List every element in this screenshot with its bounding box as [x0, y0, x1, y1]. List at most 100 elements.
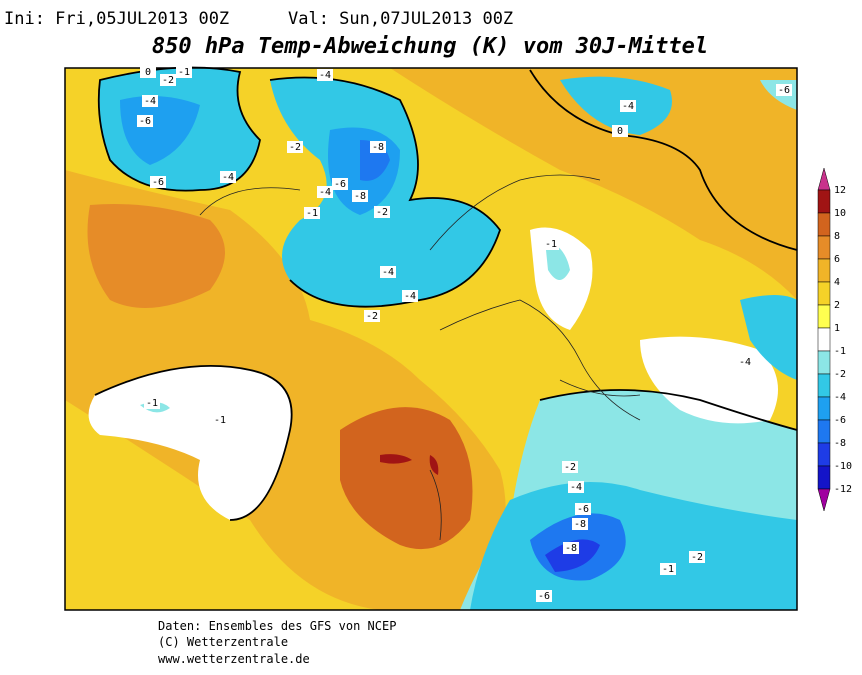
map-frame — [64, 67, 798, 611]
colorbar-label: 1 — [834, 323, 840, 334]
colorbar-cap — [817, 167, 831, 191]
contour-label: -8 — [354, 191, 366, 202]
warm-area — [380, 454, 439, 475]
colorbar-label: 10 — [834, 208, 846, 219]
label-box — [660, 563, 676, 575]
label-box — [562, 461, 578, 473]
colorbar-label: -12 — [834, 484, 852, 495]
contour-label: -2 — [162, 75, 174, 86]
label-box — [620, 100, 636, 112]
cold-area — [120, 96, 200, 165]
footer-line: (C) Wetterzentrale — [158, 635, 288, 649]
map-title: 850 hPa Temp-Abweichung (K) vom 30J-Mitt… — [152, 34, 708, 59]
init-time: Ini: Fri,05JUL2013 00Z — [4, 9, 229, 29]
colorbar-segment — [817, 465, 831, 490]
warm-area — [340, 407, 473, 550]
contour-label: -2 — [366, 311, 378, 322]
label-box — [364, 310, 380, 322]
colorbar-segment — [817, 350, 831, 375]
label-box — [160, 74, 176, 86]
label-box — [612, 125, 628, 137]
contour-label: -6 — [778, 85, 790, 96]
cold-area — [470, 482, 797, 610]
contour-label: -1 — [146, 398, 158, 409]
contour-label: -4 — [382, 267, 394, 278]
colorbar-cap — [817, 488, 831, 512]
contour-label: 0 — [145, 67, 151, 78]
label-box — [575, 503, 591, 515]
contour-label: -2 — [289, 142, 301, 153]
label-box — [220, 171, 236, 183]
colorbar-label: -2 — [834, 369, 846, 380]
coastline — [199, 174, 641, 541]
label-box — [317, 69, 333, 81]
label-box — [568, 481, 584, 493]
colorbar-segment — [817, 304, 831, 329]
colorbar-segment — [817, 442, 831, 467]
colorbar-label: -4 — [834, 392, 846, 403]
label-box — [304, 207, 320, 219]
label-box — [140, 66, 156, 78]
label-box — [689, 551, 705, 563]
colorbar-segment — [817, 419, 831, 444]
colorbar-label: 6 — [834, 254, 840, 265]
contour-label: -6 — [577, 504, 589, 515]
contour-label: -4 — [144, 96, 156, 107]
colorbar-label: -1 — [834, 346, 846, 357]
contour-label: -1 — [214, 415, 226, 426]
contour-label: -1 — [545, 239, 557, 250]
contour-label: -2 — [376, 207, 388, 218]
colorbar-segment — [817, 327, 831, 352]
label-box — [380, 266, 396, 278]
colorbar-segment — [817, 396, 831, 421]
colorbar-label: -10 — [834, 461, 852, 472]
colorbar-label: 2 — [834, 300, 840, 311]
label-box — [287, 141, 303, 153]
zero-contour — [539, 389, 798, 431]
contour-label: -4 — [404, 291, 416, 302]
label-box — [212, 414, 228, 426]
cold-area — [740, 295, 797, 380]
colorbar-segment — [817, 281, 831, 306]
map — [64, 66, 798, 611]
zero-contour — [529, 69, 798, 251]
label-box — [737, 356, 753, 368]
label-box — [563, 542, 579, 554]
label-box — [572, 518, 588, 530]
label-box — [374, 206, 390, 218]
contour-label: -1 — [178, 67, 190, 78]
label-box — [776, 84, 792, 96]
contour-label: 0 — [617, 126, 623, 137]
footer-line: Daten: Ensembles des GFS von NCEP — [158, 619, 396, 633]
contour-label: -4 — [622, 101, 634, 112]
colorbar-label: 12 — [834, 185, 846, 196]
contour-label: -4 — [319, 187, 331, 198]
label-box — [317, 186, 333, 198]
colorbar-segment — [817, 373, 831, 398]
contour-labels: 0-2-1-4-6-6 -4-4-2 -8-6-8-4-2-1-4-4-2-4-6-… — [137, 66, 792, 602]
label-box — [332, 178, 348, 190]
cold-area — [545, 539, 600, 572]
contour-label: -6 — [334, 179, 346, 190]
contour-label: -4 — [222, 172, 234, 183]
zero-contour — [94, 365, 293, 521]
contour-label: -6 — [152, 177, 164, 188]
colorbar-label: -6 — [834, 415, 846, 426]
contour-label: -8 — [574, 519, 586, 530]
contour-label: -6 — [538, 591, 550, 602]
colorbar-label: 8 — [834, 231, 840, 242]
contour-label: -2 — [691, 552, 703, 563]
contour-label: -8 — [372, 142, 384, 153]
cold-area — [560, 76, 672, 135]
contour-label: -8 — [565, 543, 577, 554]
warm-area — [87, 204, 225, 308]
colorbar-segment — [817, 189, 831, 214]
zero-contour — [269, 76, 502, 308]
label-box — [176, 66, 192, 78]
label-box — [370, 141, 386, 153]
neutral-area — [88, 365, 292, 520]
label-box — [150, 176, 166, 188]
footer-line: www.wetterzentrale.de — [158, 652, 310, 666]
